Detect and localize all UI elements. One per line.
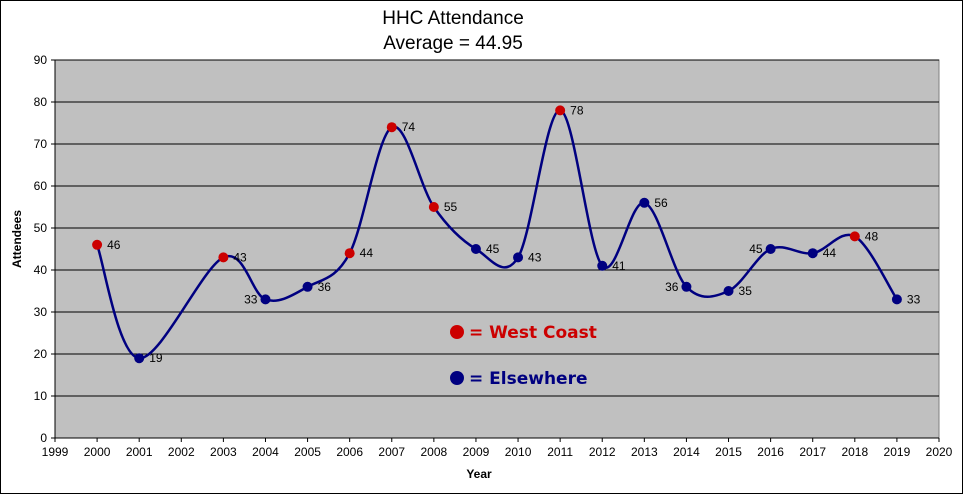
x-tick-label: 2010	[505, 445, 532, 459]
y-tick-label: 30	[34, 305, 48, 319]
data-label: 33	[907, 292, 921, 306]
data-label: 35	[739, 284, 753, 298]
data-point-marker	[470, 244, 481, 254]
y-tick-label: 60	[34, 179, 48, 193]
data-label: 48	[865, 229, 879, 243]
data-label: 45	[486, 242, 500, 256]
data-point-marker	[92, 239, 103, 250]
y-tick-label: 90	[34, 53, 48, 67]
x-tick-label: 2019	[884, 445, 911, 459]
data-point-marker	[428, 202, 439, 212]
x-tick-label: 2006	[336, 445, 363, 459]
data-point-marker	[386, 122, 397, 133]
data-point-marker	[723, 286, 734, 296]
x-tick-label: 2015	[715, 445, 742, 459]
x-tick-label: 2013	[631, 445, 658, 459]
data-label: 43	[528, 250, 542, 264]
data-point-marker	[891, 294, 902, 305]
x-tick-label: 2000	[84, 445, 111, 459]
legend-marker	[450, 325, 464, 339]
data-label: 78	[570, 103, 584, 117]
x-tick-label: 2011	[547, 445, 573, 459]
legend-label: = West Coast	[469, 323, 597, 343]
y-tick-label: 10	[34, 389, 48, 403]
data-label: 19	[149, 351, 163, 365]
y-tick-label: 50	[34, 221, 48, 235]
x-tick-label: 2007	[378, 445, 405, 459]
x-tick-label: 2012	[589, 445, 616, 459]
x-tick-label: 2016	[757, 445, 784, 459]
data-point-marker	[260, 294, 271, 305]
x-tick-label: 2005	[294, 445, 321, 459]
x-tick-label: 2001	[126, 445, 153, 459]
data-label: 43	[233, 250, 247, 264]
data-point-marker	[555, 105, 566, 116]
x-tick-label: 2008	[421, 445, 448, 459]
data-point-marker	[597, 260, 608, 271]
data-point-marker	[344, 248, 355, 259]
legend-marker	[450, 371, 464, 385]
y-axis-title: Attendees	[10, 210, 24, 268]
data-point-marker	[681, 281, 692, 292]
data-label: 55	[444, 200, 458, 214]
data-label: 46	[107, 238, 121, 252]
x-tick-label: 1999	[42, 445, 69, 459]
x-tick-label: 2002	[168, 445, 195, 459]
x-tick-label: 2020	[926, 445, 953, 459]
data-label: 56	[654, 196, 668, 210]
x-tick-label: 2009	[463, 445, 490, 459]
data-label: 44	[823, 246, 837, 260]
chart-subtitle: Average = 44.95	[383, 33, 523, 54]
data-label: 33	[244, 292, 258, 306]
data-label: 74	[402, 120, 416, 134]
x-tick-label: 2004	[252, 445, 279, 459]
y-tick-label: 0	[40, 431, 47, 445]
data-label: 45	[749, 242, 763, 256]
y-tick-label: 20	[34, 347, 48, 361]
data-point-marker	[849, 231, 860, 242]
x-tick-label: 2017	[799, 445, 826, 459]
data-label: 36	[318, 280, 332, 294]
data-label: 44	[360, 246, 374, 260]
legend-label: = Elsewhere	[469, 369, 588, 389]
y-tick-label: 70	[34, 137, 48, 151]
x-tick-label: 2003	[210, 445, 237, 459]
data-label: 36	[665, 280, 679, 294]
data-point-marker	[302, 281, 313, 292]
x-tick-label: 2018	[841, 445, 868, 459]
x-tick-label: 2014	[673, 445, 700, 459]
data-point-marker	[513, 252, 524, 263]
data-point-marker	[765, 244, 776, 254]
y-tick-label: 40	[34, 263, 48, 277]
data-point-marker	[807, 248, 818, 259]
chart-title: HHC Attendance	[382, 8, 524, 29]
data-label: 41	[612, 259, 626, 273]
data-point-marker	[218, 252, 229, 263]
x-axis-title: Year	[466, 467, 492, 481]
y-tick-label: 80	[34, 95, 48, 109]
data-point-marker	[639, 197, 650, 208]
data-point-marker	[134, 353, 145, 364]
